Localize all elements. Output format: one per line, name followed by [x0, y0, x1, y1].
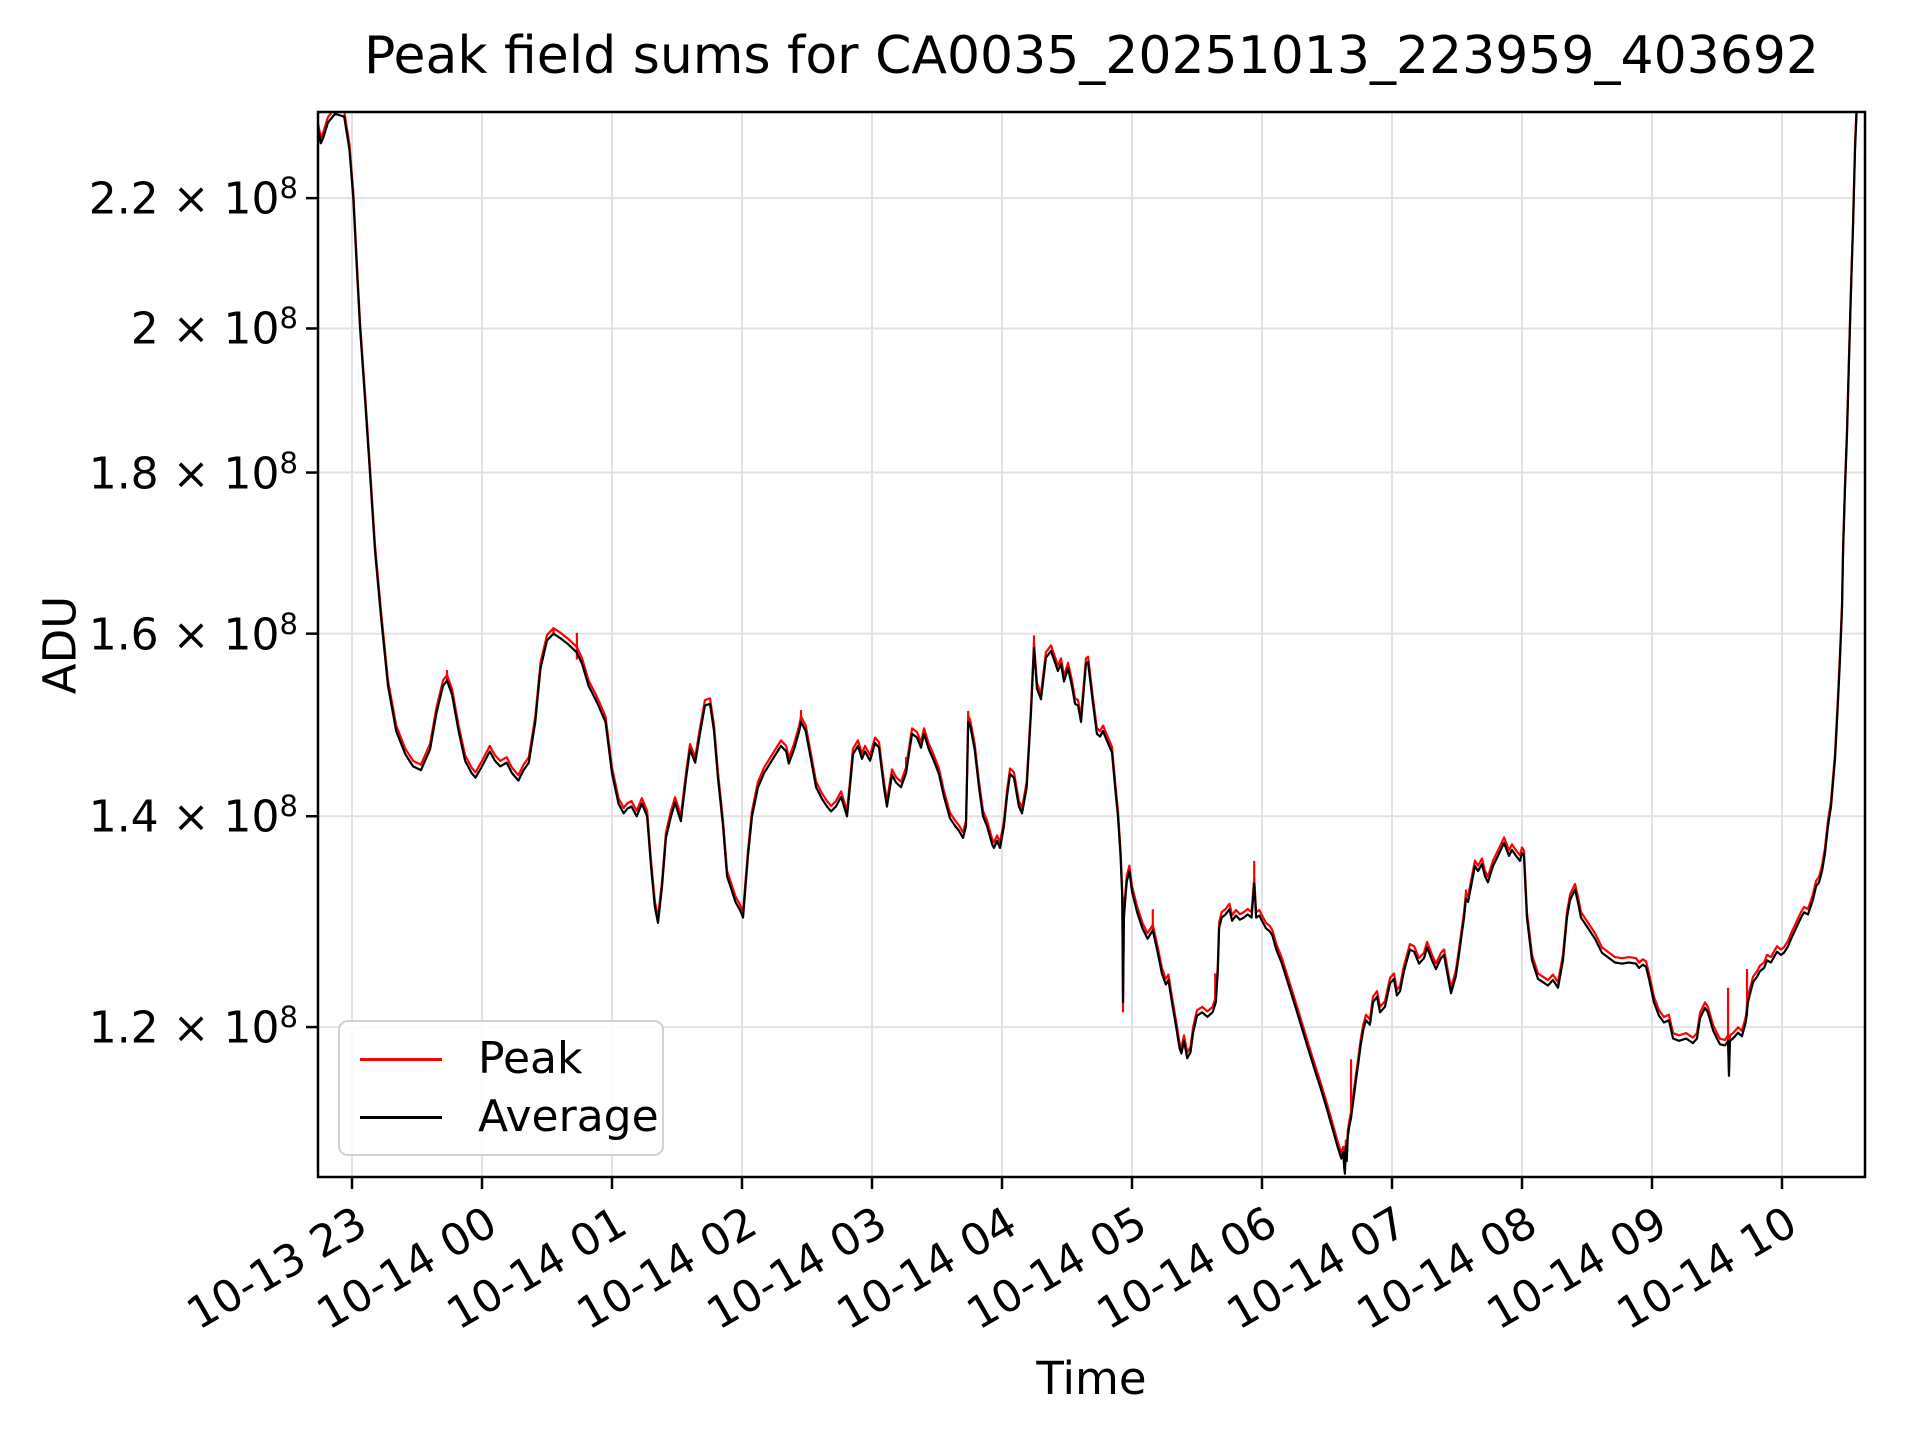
- peak-line-sample: [360, 1057, 442, 1061]
- legend-item-average: Average: [360, 1095, 662, 1139]
- legend-item-peak: Peak: [360, 1037, 662, 1081]
- legend-label-average: Average: [478, 1091, 659, 1142]
- average-line: [318, 112, 1858, 1175]
- y-tick-label: 1.2 × 108: [88, 1000, 298, 1054]
- y-tick-label: 2 × 108: [130, 301, 298, 356]
- peak-line: [318, 112, 1858, 1170]
- average-line-sample: [360, 1115, 442, 1119]
- x-axis-label: Time: [1036, 1352, 1147, 1405]
- legend-label-peak: Peak: [478, 1033, 583, 1084]
- y-tick-label: 1.8 × 108: [88, 445, 298, 500]
- chart-title: Peak field sums for CA0035_20251013_2239…: [364, 26, 1819, 86]
- y-tick-label: 2.2 × 108: [88, 171, 298, 225]
- y-tick-label: 1.6 × 108: [88, 606, 298, 661]
- y-tick-label: 1.4 × 108: [88, 789, 298, 843]
- legend: Peak Average: [338, 1020, 664, 1156]
- axes-spines: [316, 110, 1867, 1179]
